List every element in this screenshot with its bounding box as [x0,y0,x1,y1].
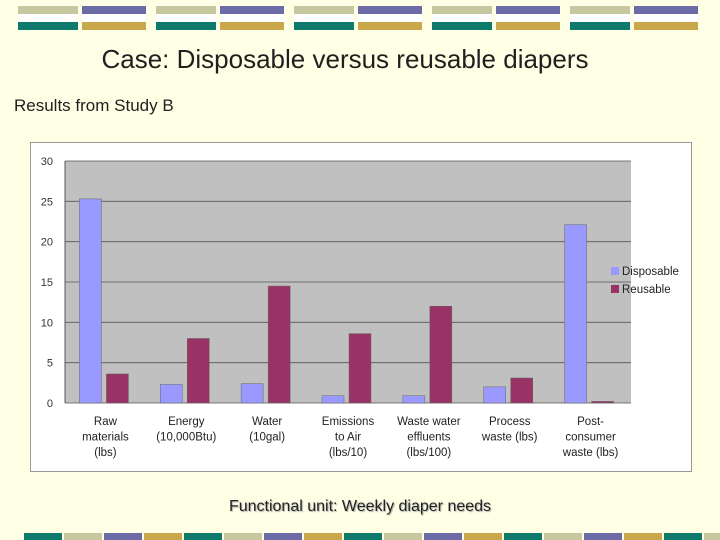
deco-stripe [18,14,78,22]
slide-title: Case: Disposable versus reusable diapers [101,44,589,74]
deco-stripe [220,22,284,30]
bar-reusable [106,373,129,404]
deco-stripe [224,533,262,540]
bar-reusable [187,338,210,404]
bar-disposable [79,198,102,404]
deco-stripe [424,533,462,540]
legend-swatch-disposable [611,267,619,275]
deco-stripe [544,533,582,540]
bar-reusable [348,333,372,404]
deco-stripe [432,6,492,14]
deco-stripe [344,533,382,540]
deco-stripe [184,533,222,540]
deco-stripe [156,22,216,30]
deco-stripe [64,533,102,540]
deco-stripe [432,14,492,22]
y-tick-label: 30 [41,156,53,168]
deco-stripe [634,14,698,22]
deco-stripe [570,6,630,14]
deco-stripe [624,533,662,540]
bar-disposable [402,395,426,404]
deco-stripe [496,22,560,30]
deco-stripe [18,6,78,14]
deco-stripe [358,22,422,30]
deco-stripe [82,14,146,22]
deco-stripe [504,533,542,540]
deco-stripe [82,6,146,14]
x-tick-label: Water (10gal) [249,416,285,444]
bar-disposable [240,383,264,404]
deco-stripe [220,6,284,14]
x-tick-label: Energy (10,000Btu) [156,416,216,444]
deco-stripe [104,533,142,540]
deco-stripe [570,14,630,22]
y-tick-label: 0 [47,398,53,410]
deco-stripe [358,14,422,22]
deco-stripe [294,22,354,30]
y-tick-label: 15 [41,277,53,289]
deco-stripe [358,6,422,14]
bar-disposable [564,224,587,404]
deco-stripe [264,533,302,540]
deco-stripe [384,533,422,540]
chart-area: 0 5 10 15 20 25 30 Raw materials (lbs) Energy (10,0… [30,142,692,472]
deco-stripe [294,14,354,22]
bar-reusable [267,285,291,404]
x-tick-label: Emissions to Air (lbs/10) [322,416,375,459]
legend-swatch-reusable [611,285,619,293]
deco-stripe [156,14,216,22]
deco-stripe [220,14,284,22]
deco-stripe [432,22,492,30]
deco-stripe [156,6,216,14]
deco-stripe [24,533,62,540]
x-tick-label: Post-consumer waste (lbs) [562,416,619,459]
deco-stripe [704,533,720,540]
deco-stripe [584,533,622,540]
deco-stripe [294,6,354,14]
deco-stripe [634,6,698,14]
deco-stripe [664,533,702,540]
deco-stripe [496,14,560,22]
bar-reusable [591,401,614,404]
deco-stripe [464,533,502,540]
slide-subtitle: Results from Study B [14,96,174,115]
x-tick-label: Waste water effluents (lbs/100) [397,416,461,459]
deco-stripe [144,533,182,540]
deco-stripe [82,22,146,30]
deco-stripe [634,22,698,30]
deco-stripe [496,6,560,14]
deco-stripe [304,533,342,540]
bar-reusable [510,377,533,404]
x-tick-label: Process waste (lbs) [481,416,538,444]
y-tick-label: 5 [47,358,53,370]
y-tick-label: 20 [41,237,53,249]
x-tick-label: Raw materials (lbs) [82,416,129,459]
deco-stripe [18,22,78,30]
bar-disposable [483,386,506,404]
bar-reusable [429,305,453,404]
legend-label-reusable: Reusable [622,284,671,296]
y-tick-label: 10 [41,317,53,329]
bar-disposable [321,395,345,404]
bar-chart: 0 5 10 15 20 25 30 Raw materials (lbs) Energy (10,0… [41,156,679,459]
deco-stripe [570,22,630,30]
bar-disposable [160,384,183,404]
functional-unit-note: Functional unit: Weekly diaper needs [228,498,492,515]
legend-label-disposable: Disposable [622,266,679,278]
y-tick-label: 25 [41,196,53,208]
